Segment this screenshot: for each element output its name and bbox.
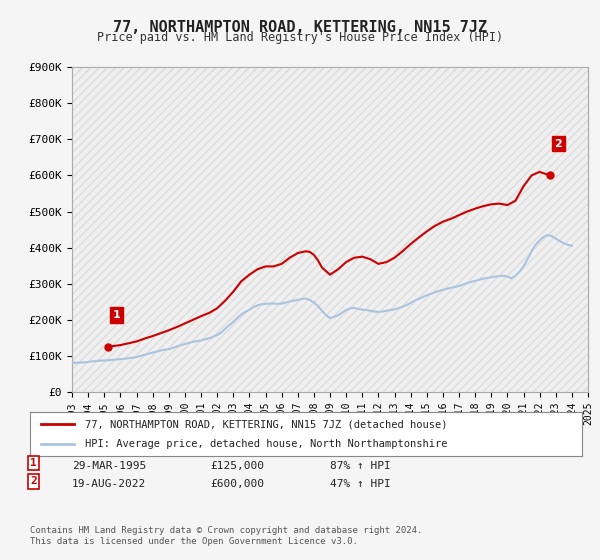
- Text: £125,000: £125,000: [210, 461, 264, 471]
- Text: Price paid vs. HM Land Registry's House Price Index (HPI): Price paid vs. HM Land Registry's House …: [97, 31, 503, 44]
- Text: HPI: Average price, detached house, North Northamptonshire: HPI: Average price, detached house, Nort…: [85, 439, 448, 449]
- Text: 87% ↑ HPI: 87% ↑ HPI: [330, 461, 391, 471]
- Text: 2: 2: [554, 138, 562, 148]
- Text: £600,000: £600,000: [210, 479, 264, 489]
- Text: 1: 1: [113, 310, 121, 320]
- Text: 47% ↑ HPI: 47% ↑ HPI: [330, 479, 391, 489]
- Text: 77, NORTHAMPTON ROAD, KETTERING, NN15 7JZ (detached house): 77, NORTHAMPTON ROAD, KETTERING, NN15 7J…: [85, 419, 448, 429]
- Text: 1: 1: [30, 458, 37, 468]
- Text: Contains HM Land Registry data © Crown copyright and database right 2024.
This d: Contains HM Land Registry data © Crown c…: [30, 526, 422, 546]
- Text: 77, NORTHAMPTON ROAD, KETTERING, NN15 7JZ: 77, NORTHAMPTON ROAD, KETTERING, NN15 7J…: [113, 20, 487, 35]
- Text: 19-AUG-2022: 19-AUG-2022: [72, 479, 146, 489]
- Text: 2: 2: [30, 477, 37, 487]
- Text: 29-MAR-1995: 29-MAR-1995: [72, 461, 146, 471]
